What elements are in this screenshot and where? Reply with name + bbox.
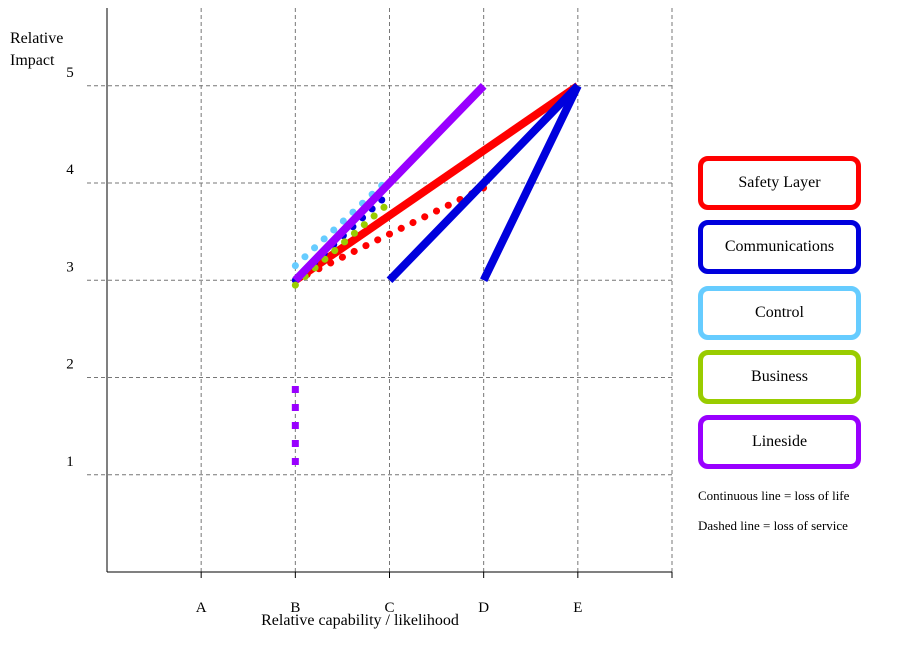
control-dotted-line — [291, 174, 393, 270]
y-tick-label: 5 — [66, 65, 74, 81]
x-tick-label: D — [478, 600, 489, 616]
x-tick-label: A — [196, 600, 207, 616]
safety-layer-solid-line — [293, 82, 581, 284]
y-tick-label: 2 — [66, 357, 74, 373]
legend-item-business: Business — [698, 350, 861, 404]
legend-item-lineside: Lineside — [698, 415, 861, 469]
y-axis-label-line-2: Impact — [10, 52, 55, 69]
y-axis-label: Relative Impact — [10, 28, 63, 72]
y-axis-label-line-1: Relative — [10, 30, 64, 47]
y-tick-label: 3 — [66, 259, 74, 275]
y-tick-label: 1 — [66, 454, 74, 470]
x-tick-label: B — [290, 600, 300, 616]
lineside-solid-line — [292, 83, 487, 284]
series-marks — [291, 82, 582, 466]
x-axis-label: Relative capability / likelihood — [261, 612, 459, 629]
axes — [106, 8, 673, 578]
grid-lines — [87, 8, 673, 572]
legend-item-control: Control — [698, 286, 861, 340]
y-tick-label: 4 — [66, 162, 74, 178]
safety-layer-dotted-line — [291, 184, 488, 284]
note-dashed-line: Dashed line = loss of service — [698, 518, 848, 533]
tick-labels: A B C D E 1 2 3 4 5 — [66, 65, 582, 616]
note-continuous-line: Continuous line = loss of life — [698, 488, 850, 503]
legend-item-communications: Communications — [698, 220, 861, 274]
legend-item-safety-layer: Safety Layer — [698, 156, 861, 210]
x-tick-label: C — [384, 600, 394, 616]
communications-solid-line — [386, 83, 581, 284]
x-tick-label: E — [573, 600, 582, 616]
communications-solid-line — [480, 84, 582, 283]
business-dotted-line — [291, 198, 393, 289]
